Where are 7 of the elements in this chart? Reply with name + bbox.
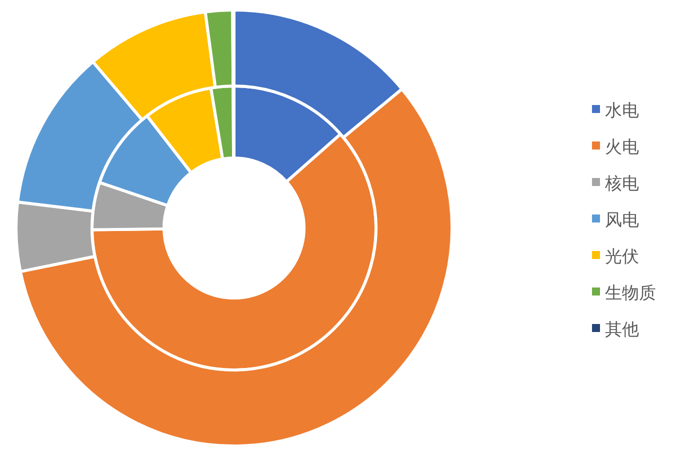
- legend-label: 火电: [605, 137, 639, 158]
- legend-label: 光伏: [605, 246, 639, 267]
- legend-label: 生物质: [605, 283, 656, 304]
- legend-label: 风电: [605, 210, 639, 230]
- legend-label: 水电: [605, 100, 639, 121]
- legend-label: 核电: [604, 174, 639, 194]
- legend-label: 其他: [605, 320, 639, 340]
